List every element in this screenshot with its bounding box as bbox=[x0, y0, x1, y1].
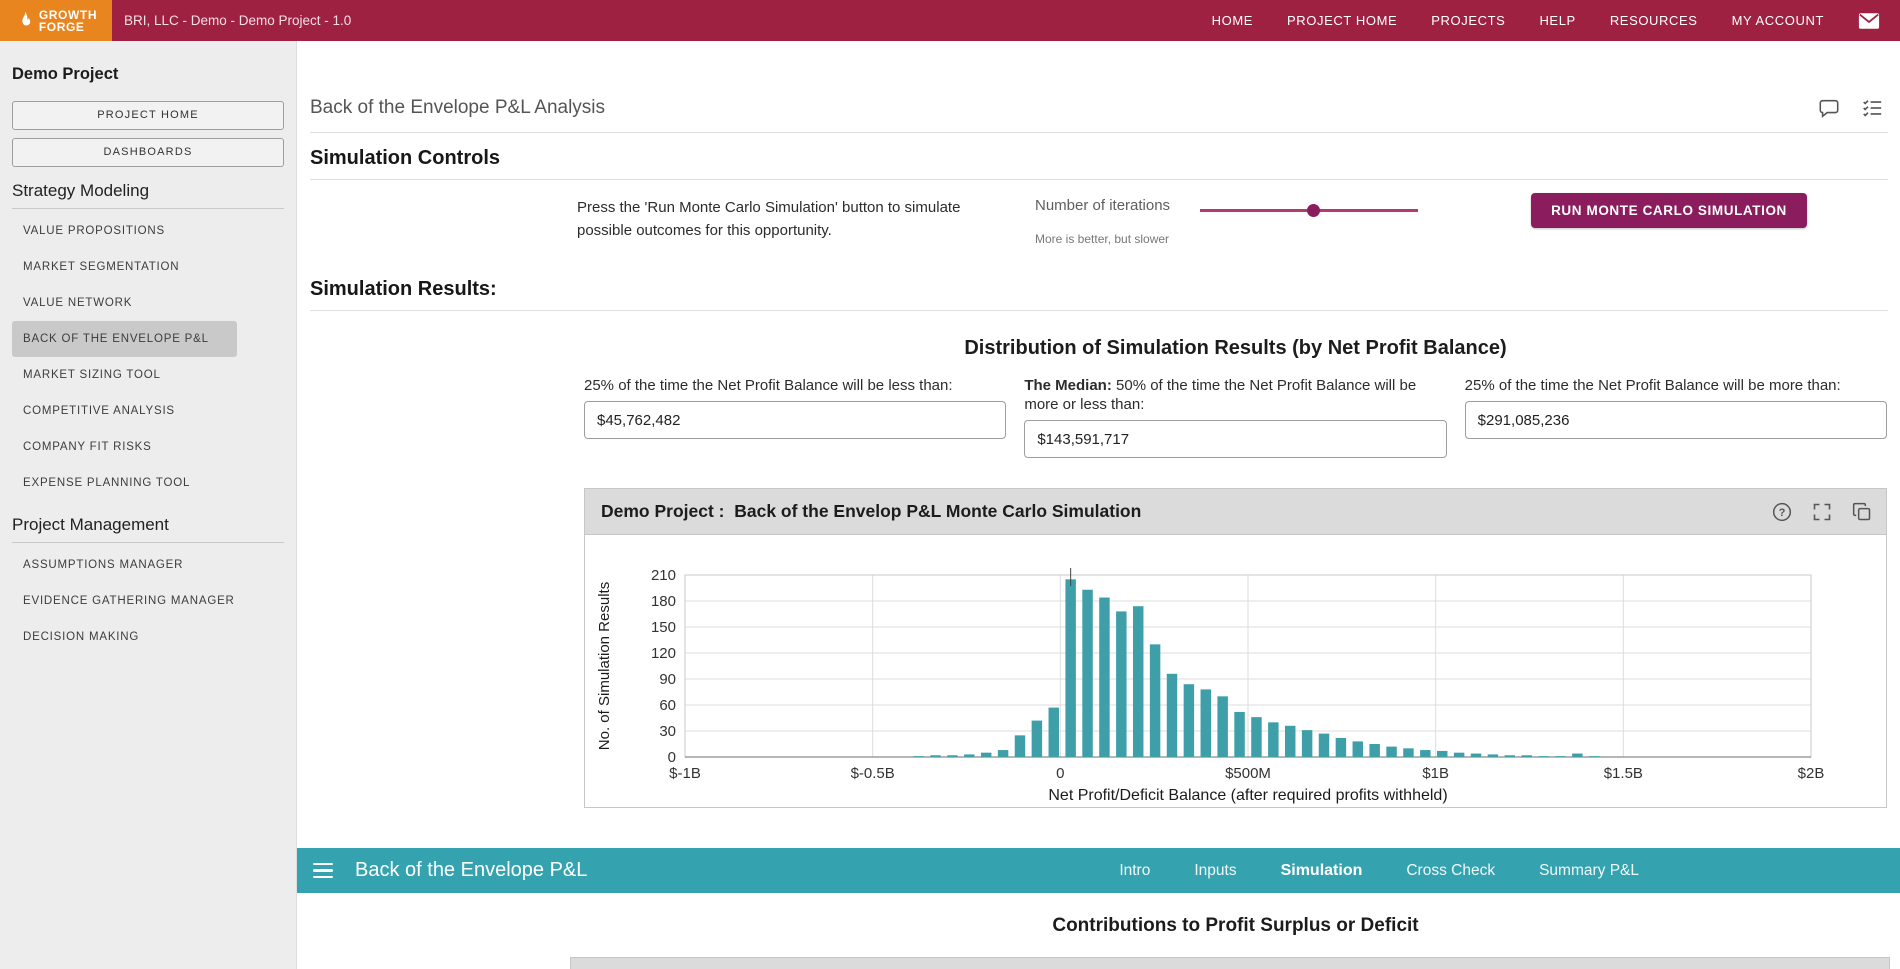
section-strategy-modeling: Strategy Modeling bbox=[12, 181, 150, 200]
simulation-controls-row: Press the 'Run Monte Carlo Simulation' b… bbox=[310, 180, 1888, 272]
svg-text:60: 60 bbox=[659, 697, 676, 714]
svg-text:Net Profit/Deficit Balance (af: Net Profit/Deficit Balance (after requir… bbox=[1048, 787, 1447, 804]
simulation-results-heading: Simulation Results: bbox=[310, 278, 497, 300]
nav-home[interactable]: HOME bbox=[1211, 13, 1254, 28]
svg-text:$-0.5B: $-0.5B bbox=[851, 765, 895, 782]
chart-header: Demo Project : Back of the Envelop P&L M… bbox=[585, 489, 1886, 535]
logo-text: GROWTH FORGE bbox=[39, 9, 97, 33]
sidebar-item-competitive-analysis[interactable]: COMPETITIVE ANALYSIS bbox=[23, 405, 175, 417]
svg-text:?: ? bbox=[1779, 506, 1786, 518]
dashboards-button[interactable]: DASHBOARDS bbox=[12, 138, 284, 167]
svg-text:$1B: $1B bbox=[1422, 765, 1449, 782]
stat-label: The Median: 50% of the time the Net Prof… bbox=[1024, 377, 1417, 413]
sidebar-item-market-segmentation[interactable]: MARKET SEGMENTATION bbox=[23, 261, 180, 273]
lower-quartile-value[interactable] bbox=[584, 401, 1007, 439]
stat-upper-quartile: 25% of the time the Net Profit Balance w… bbox=[1464, 376, 1887, 439]
svg-text:$500M: $500M bbox=[1225, 765, 1271, 782]
stat-lower-quartile: 25% of the time the Net Profit Balance w… bbox=[584, 376, 1007, 439]
svg-text:$1.5B: $1.5B bbox=[1604, 765, 1643, 782]
svg-text:$2B: $2B bbox=[1798, 765, 1825, 782]
sidebar-item-decision-making[interactable]: DECISION MAKING bbox=[23, 631, 140, 643]
divider bbox=[310, 310, 1888, 311]
tab-intro[interactable]: Intro bbox=[1119, 861, 1151, 879]
histogram-chart: 0 30 60 90 120 150 180 210 $-1B $-0.5B 0 $500M $1B $1… bbox=[596, 567, 1825, 804]
simulation-instruction: Press the 'Run Monte Carlo Simulation' b… bbox=[577, 199, 961, 240]
stat-median: The Median: 50% of the time the Net Prof… bbox=[1024, 376, 1447, 458]
section-project-management: Project Management bbox=[12, 515, 169, 534]
stats-row: 25% of the time the Net Profit Balance w… bbox=[584, 376, 1887, 458]
comments-icon[interactable] bbox=[1818, 97, 1840, 119]
sidebar-item-evidence-gathering-manager[interactable]: EVIDENCE GATHERING MANAGER bbox=[23, 595, 235, 607]
sidebar-item-value-propositions[interactable]: VALUE PROPOSITIONS bbox=[23, 225, 165, 237]
sidebar-item-assumptions-manager[interactable]: ASSUMPTIONS MANAGER bbox=[23, 559, 184, 571]
logo[interactable]: GROWTH FORGE bbox=[0, 0, 112, 41]
sidebar-project-title: Demo Project bbox=[12, 65, 119, 83]
svg-text:210: 210 bbox=[651, 567, 676, 584]
top-navigation: HOME PROJECT HOME PROJECTS HELP RESOURCE… bbox=[1212, 12, 1900, 30]
contributions-heading: Contributions to Profit Surplus or Defic… bbox=[1052, 915, 1419, 936]
upper-quartile-value[interactable] bbox=[1464, 401, 1887, 439]
svg-text:90: 90 bbox=[659, 671, 676, 688]
svg-text:150: 150 bbox=[651, 619, 676, 636]
project-home-button[interactable]: PROJECT HOME bbox=[12, 101, 284, 130]
svg-text:0: 0 bbox=[668, 749, 676, 766]
page-title: Back of the Envelope P&L Analysis bbox=[310, 97, 606, 118]
checklist-icon[interactable] bbox=[1860, 97, 1884, 119]
divider bbox=[12, 208, 284, 209]
tool-footer-bar: Back of the Envelope P&L Intro Inputs Si… bbox=[297, 848, 1900, 893]
iterations-slider[interactable] bbox=[1200, 200, 1418, 220]
nav-project-home[interactable]: PROJECT HOME bbox=[1287, 13, 1398, 28]
chart-title: Demo Project : Back of the Envelop P&L M… bbox=[601, 501, 1142, 521]
divider bbox=[310, 179, 1888, 180]
tab-cross-check[interactable]: Cross Check bbox=[1406, 861, 1496, 879]
menu-icon[interactable] bbox=[313, 862, 333, 879]
flame-icon bbox=[22, 11, 31, 25]
mail-icon[interactable] bbox=[1858, 12, 1880, 30]
results-section: Distribution of Simulation Results (by N… bbox=[584, 337, 1887, 808]
logo-line2: FORGE bbox=[38, 19, 85, 34]
iterations-note: More is better, but slower bbox=[1035, 232, 1170, 246]
sidebar-item-back-of-the-envelope-pl[interactable]: BACK OF THE ENVELOPE P&L bbox=[12, 321, 237, 357]
sidebar-item-expense-planning-tool[interactable]: EXPENSE PLANNING TOOL bbox=[23, 477, 191, 489]
fullscreen-icon[interactable] bbox=[1812, 502, 1832, 522]
logo-line1: GROWTH bbox=[38, 7, 98, 22]
svg-text:$-1B: $-1B bbox=[669, 765, 701, 782]
iterations-label: Number of iterations bbox=[1035, 197, 1171, 214]
stat-label: 25% of the time the Net Profit Balance w… bbox=[584, 377, 953, 394]
nav-projects[interactable]: PROJECTS bbox=[1431, 13, 1506, 28]
main-content: Back of the Envelope P&L Analysis Simula… bbox=[297, 41, 1900, 969]
divider bbox=[310, 132, 1888, 133]
svg-text:120: 120 bbox=[651, 645, 676, 662]
tab-inputs[interactable]: Inputs bbox=[1194, 861, 1237, 879]
nav-resources[interactable]: RESOURCES bbox=[1609, 13, 1698, 28]
sidebar-item-market-sizing-tool[interactable]: MARKET SIZING TOOL bbox=[23, 369, 161, 381]
tab-summary-pl[interactable]: Summary P&L bbox=[1539, 861, 1639, 879]
tool-title: Back of the Envelope P&L bbox=[355, 859, 588, 881]
topbar: GROWTH FORGE BRI, LLC - Demo - Demo Proj… bbox=[0, 0, 1900, 41]
divider bbox=[12, 542, 284, 543]
svg-text:180: 180 bbox=[651, 593, 676, 610]
breadcrumb: BRI, LLC - Demo - Demo Project - 1.0 bbox=[124, 13, 352, 28]
chart-body: 0 30 60 90 120 150 180 210 $-1B $-0.5B 0 $500M $1B $1… bbox=[585, 535, 1886, 807]
svg-text:0: 0 bbox=[1056, 765, 1064, 782]
sidebar-item-company-fit-risks[interactable]: COMPANY FIT RISKS bbox=[23, 441, 152, 453]
copy-icon[interactable] bbox=[1852, 502, 1872, 522]
run-monte-carlo-button[interactable]: RUN MONTE CARLO SIMULATION bbox=[1531, 193, 1807, 228]
help-icon[interactable]: ? bbox=[1772, 502, 1792, 522]
svg-text:30: 30 bbox=[659, 723, 676, 740]
tool-tabs: Intro Inputs Simulation Cross Check Summ… bbox=[1119, 862, 1639, 880]
median-value[interactable] bbox=[1024, 420, 1447, 458]
next-panel-header bbox=[570, 957, 1890, 969]
tab-simulation[interactable]: Simulation bbox=[1280, 861, 1363, 879]
svg-text:No. of Simulation Results: No. of Simulation Results bbox=[596, 582, 613, 750]
nav-help[interactable]: HELP bbox=[1539, 13, 1576, 28]
simulation-controls-heading: Simulation Controls bbox=[310, 147, 500, 169]
sidebar-item-value-network[interactable]: VALUE NETWORK bbox=[23, 297, 133, 309]
slider-thumb[interactable] bbox=[1307, 204, 1321, 217]
distribution-title: Distribution of Simulation Results (by N… bbox=[964, 337, 1507, 359]
nav-my-account[interactable]: MY ACCOUNT bbox=[1731, 13, 1824, 28]
sidebar: Demo Project PROJECT HOME DASHBOARDS Str… bbox=[0, 41, 297, 969]
chart-card: Demo Project : Back of the Envelop P&L M… bbox=[584, 488, 1887, 808]
stat-label: 25% of the time the Net Profit Balance w… bbox=[1464, 377, 1841, 394]
